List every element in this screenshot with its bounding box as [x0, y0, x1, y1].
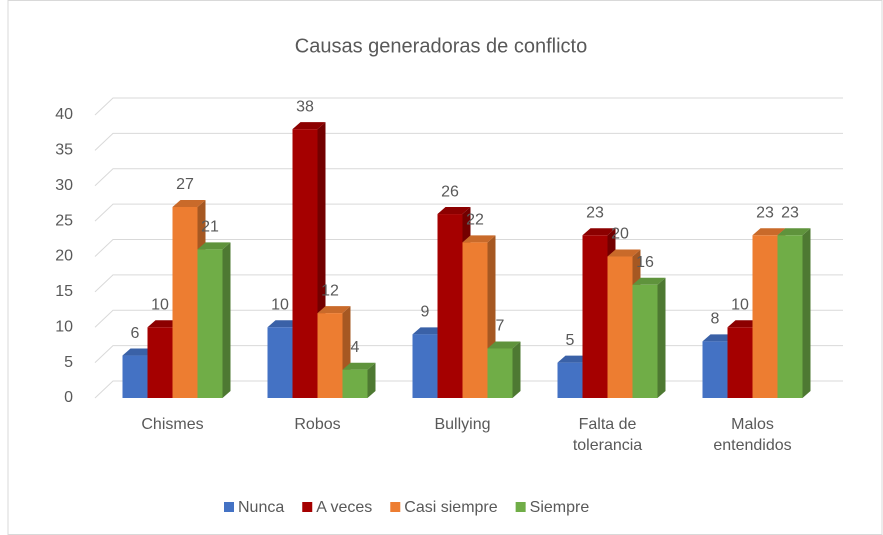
bar: [147, 327, 173, 398]
bar: [582, 235, 608, 398]
grid-line: [94, 132, 843, 151]
data-label: 8: [711, 311, 720, 328]
bar-top: [752, 228, 786, 236]
legend-label: Nunca: [238, 499, 284, 516]
bar-side: [657, 277, 666, 398]
data-label: 26: [441, 183, 459, 200]
data-label: 12: [321, 282, 339, 299]
bar: [632, 284, 658, 398]
data-label: 16: [636, 254, 654, 271]
bar-top: [292, 122, 326, 130]
x-tick-label: Robos: [294, 416, 341, 433]
x-tick-label: Malos entendidos: [713, 416, 792, 454]
bar: [437, 214, 463, 398]
legend-label: A veces: [316, 499, 372, 516]
bar-top: [172, 199, 206, 207]
bar: [557, 362, 583, 398]
y-tick-label: 40: [55, 106, 73, 123]
bar-top: [122, 348, 156, 356]
bar: [462, 242, 488, 398]
bar-top: [462, 235, 496, 243]
bar-top: [632, 277, 666, 285]
bar-side: [512, 341, 521, 398]
bar: [267, 327, 293, 398]
bar: [122, 355, 148, 398]
bar: [727, 327, 753, 398]
x-tick-label: Chismes: [141, 416, 204, 433]
bar-side: [222, 242, 231, 398]
legend-swatch: [302, 502, 313, 512]
bar-top: [702, 334, 736, 342]
y-tick-label: 25: [55, 212, 73, 229]
bar-top: [147, 320, 181, 328]
bar-top: [267, 320, 301, 328]
data-label: 23: [586, 204, 604, 221]
data-label: 27: [176, 176, 194, 193]
bar: [777, 235, 803, 398]
bar: [197, 249, 223, 398]
bar-top: [557, 355, 591, 363]
grid-line: [94, 168, 843, 187]
bar: [702, 341, 728, 398]
bar-top: [197, 242, 231, 250]
y-tick-label: 0: [64, 389, 73, 406]
data-label: 4: [351, 339, 360, 356]
bar: [292, 129, 318, 398]
bar-side: [367, 362, 376, 398]
bar-top: [437, 207, 471, 215]
data-label: 5: [566, 332, 575, 349]
bar-top: [487, 341, 521, 349]
y-tick-label: 30: [55, 177, 73, 194]
data-label: 21: [201, 219, 219, 236]
bar: [752, 235, 778, 398]
legend-swatch: [224, 502, 234, 512]
data-label: 23: [756, 204, 774, 221]
bar-top: [412, 327, 446, 335]
data-label: 23: [781, 204, 799, 221]
bar-top: [727, 320, 761, 328]
chart-title: Causas generadoras de conflicto: [295, 35, 587, 57]
bar-top: [607, 249, 641, 257]
data-label: 10: [151, 296, 169, 313]
data-label: 38: [296, 98, 314, 115]
data-label: 10: [271, 296, 289, 313]
data-label: 6: [131, 325, 140, 342]
y-tick-label: 5: [64, 354, 73, 371]
bar: [172, 206, 198, 398]
grid-line: [94, 203, 843, 222]
y-tick-label: 35: [55, 142, 73, 159]
x-tick-label: Bullying: [434, 416, 491, 433]
y-tick-label: 10: [55, 318, 73, 335]
legend-label: Casi siempre: [404, 499, 497, 516]
legend-swatch: [390, 502, 401, 512]
y-tick-label: 15: [55, 283, 73, 300]
bar-side: [802, 228, 811, 398]
legend-swatch: [515, 502, 526, 512]
legend-label: Siempre: [530, 499, 590, 516]
x-tick-label: Falta de tolerancia: [572, 416, 643, 454]
data-label: 10: [731, 296, 749, 313]
grid-line: [94, 97, 843, 116]
bar-top: [582, 228, 616, 236]
bar: [412, 334, 438, 398]
bar: [342, 369, 368, 398]
data-label: 20: [611, 226, 629, 243]
data-label: 7: [496, 318, 505, 335]
y-tick-label: 20: [55, 248, 73, 265]
bar: [607, 256, 633, 398]
bar-top: [342, 362, 376, 370]
bar: [317, 313, 343, 398]
data-label: 22: [466, 212, 484, 229]
bar-top: [777, 228, 811, 236]
bar: [487, 348, 513, 398]
bar-top: [317, 306, 351, 314]
data-label: 9: [421, 304, 430, 321]
